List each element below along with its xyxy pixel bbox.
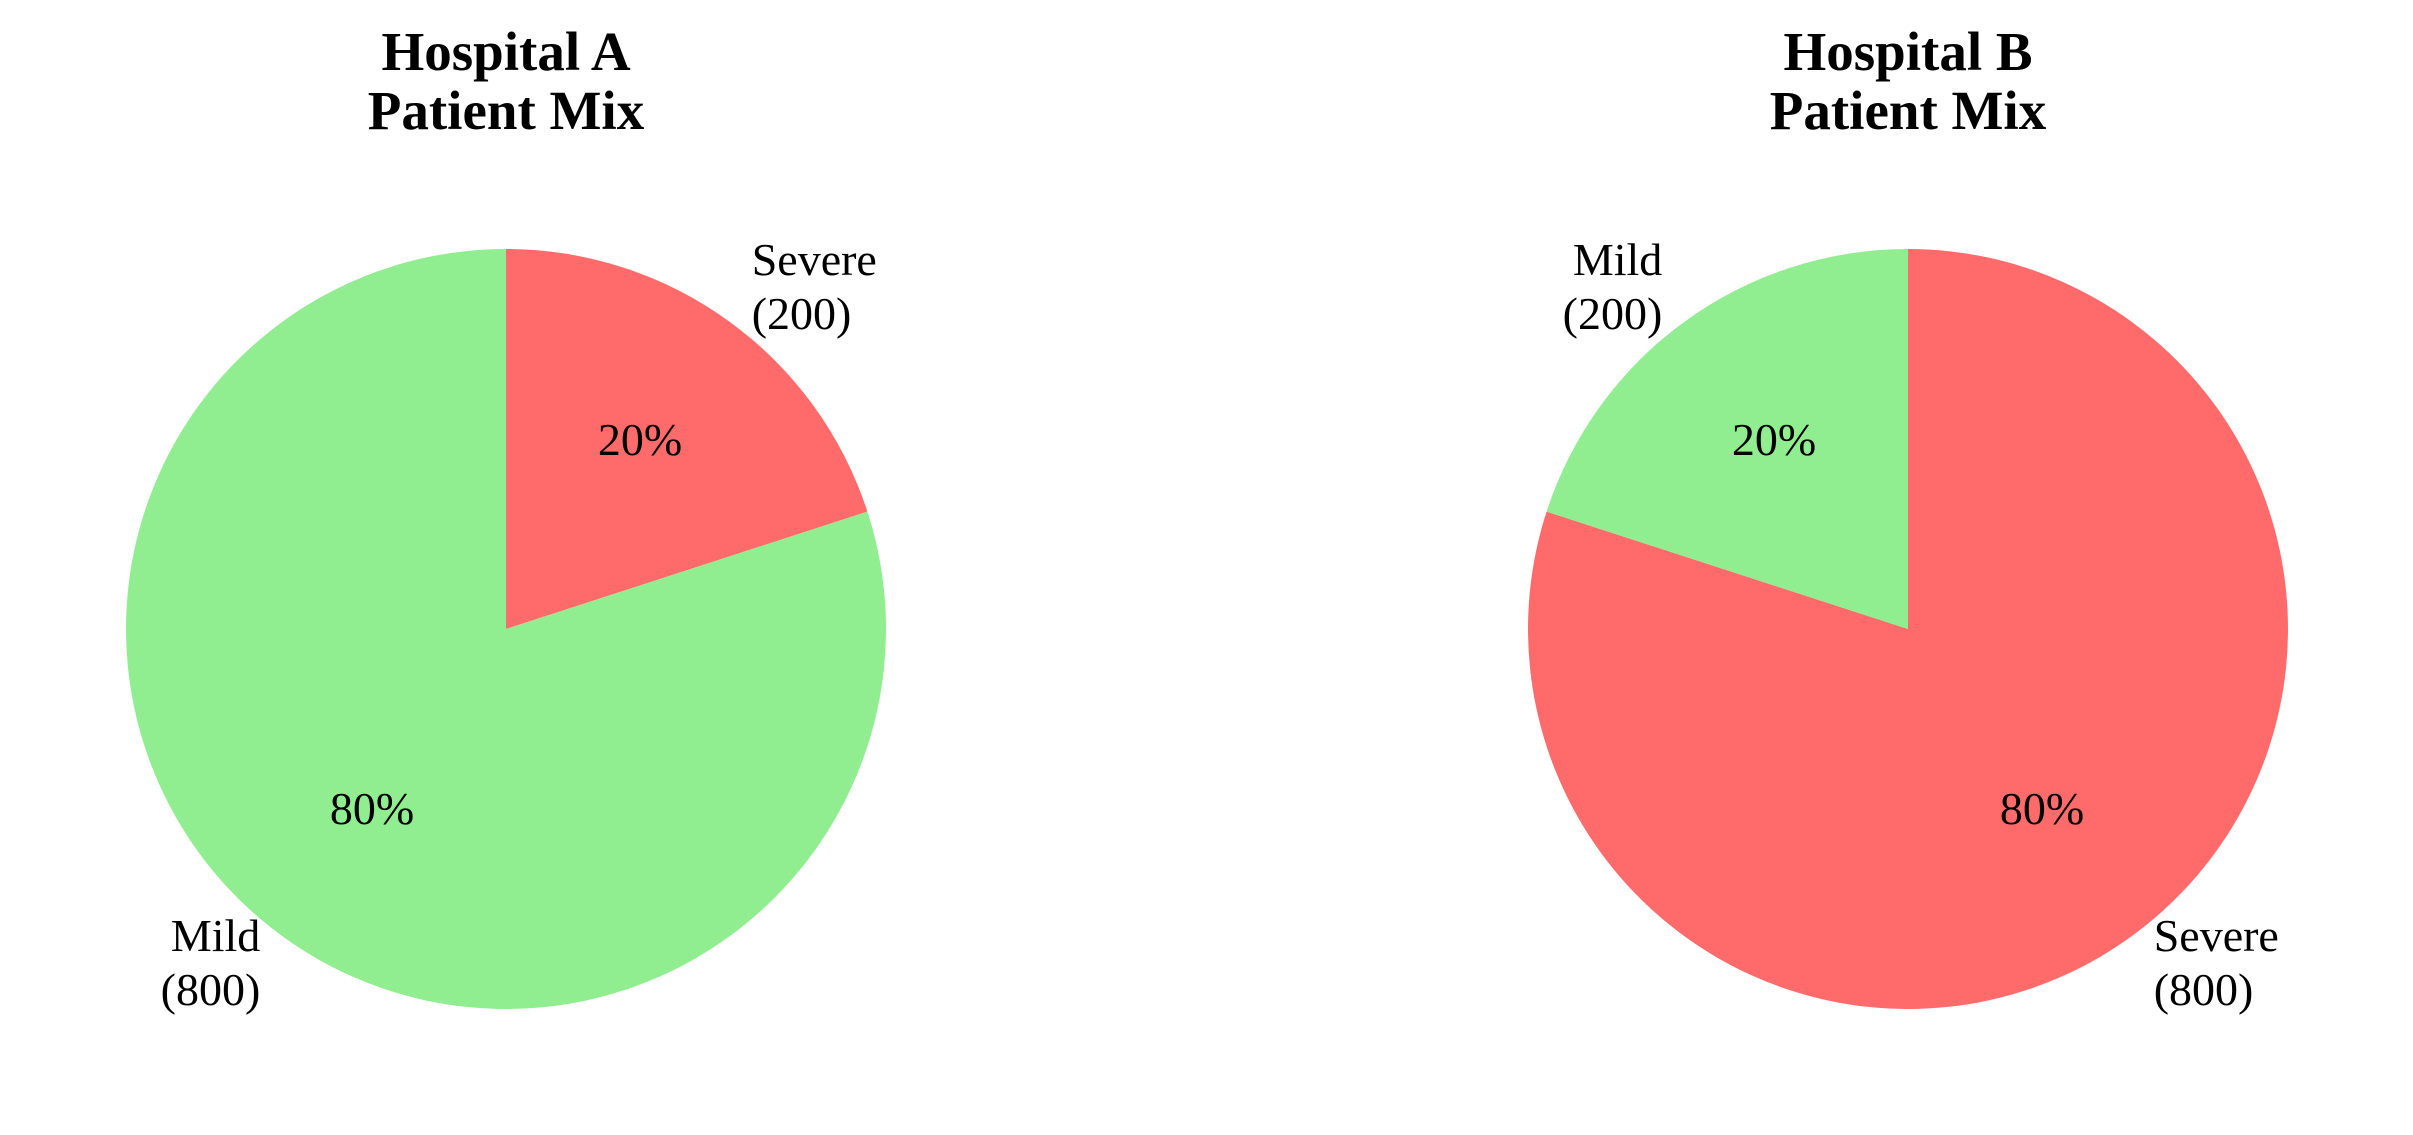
pie: Severe (800) 80% Mild (200) 20%: [1528, 233, 2289, 1015]
percent-label: 20%: [598, 414, 682, 465]
category-label: Severe: [2154, 910, 2279, 961]
slice-label: Severe (200): [752, 233, 877, 338]
value-label: (800): [161, 964, 261, 1015]
percent-label: 20%: [1732, 414, 1816, 465]
category-label: Mild: [171, 910, 260, 961]
percent-label: 80%: [330, 783, 414, 834]
chart-title: Hospital B Patient Mix: [1769, 21, 2047, 141]
pie-slice: [1546, 249, 1908, 629]
pie: Severe (200) 20% Mild (800) 80%: [126, 233, 886, 1015]
slice-label: Mild (800): [161, 910, 261, 1015]
value-label: (200): [752, 287, 852, 338]
category-label: Severe: [752, 233, 877, 284]
pie-slice: [1528, 249, 2289, 1009]
pie-slice: [506, 249, 868, 629]
slice-label: Severe (800): [2154, 910, 2279, 1015]
value-label: (800): [2154, 964, 2254, 1015]
percent-label: 80%: [2000, 783, 2084, 834]
slice-label: Mild (200): [1563, 233, 1663, 338]
pie-slice: [126, 249, 886, 1010]
category-label: Mild: [1573, 233, 1662, 284]
value-label: (200): [1563, 287, 1663, 338]
chart-title: Hospital A Patient Mix: [367, 21, 645, 141]
